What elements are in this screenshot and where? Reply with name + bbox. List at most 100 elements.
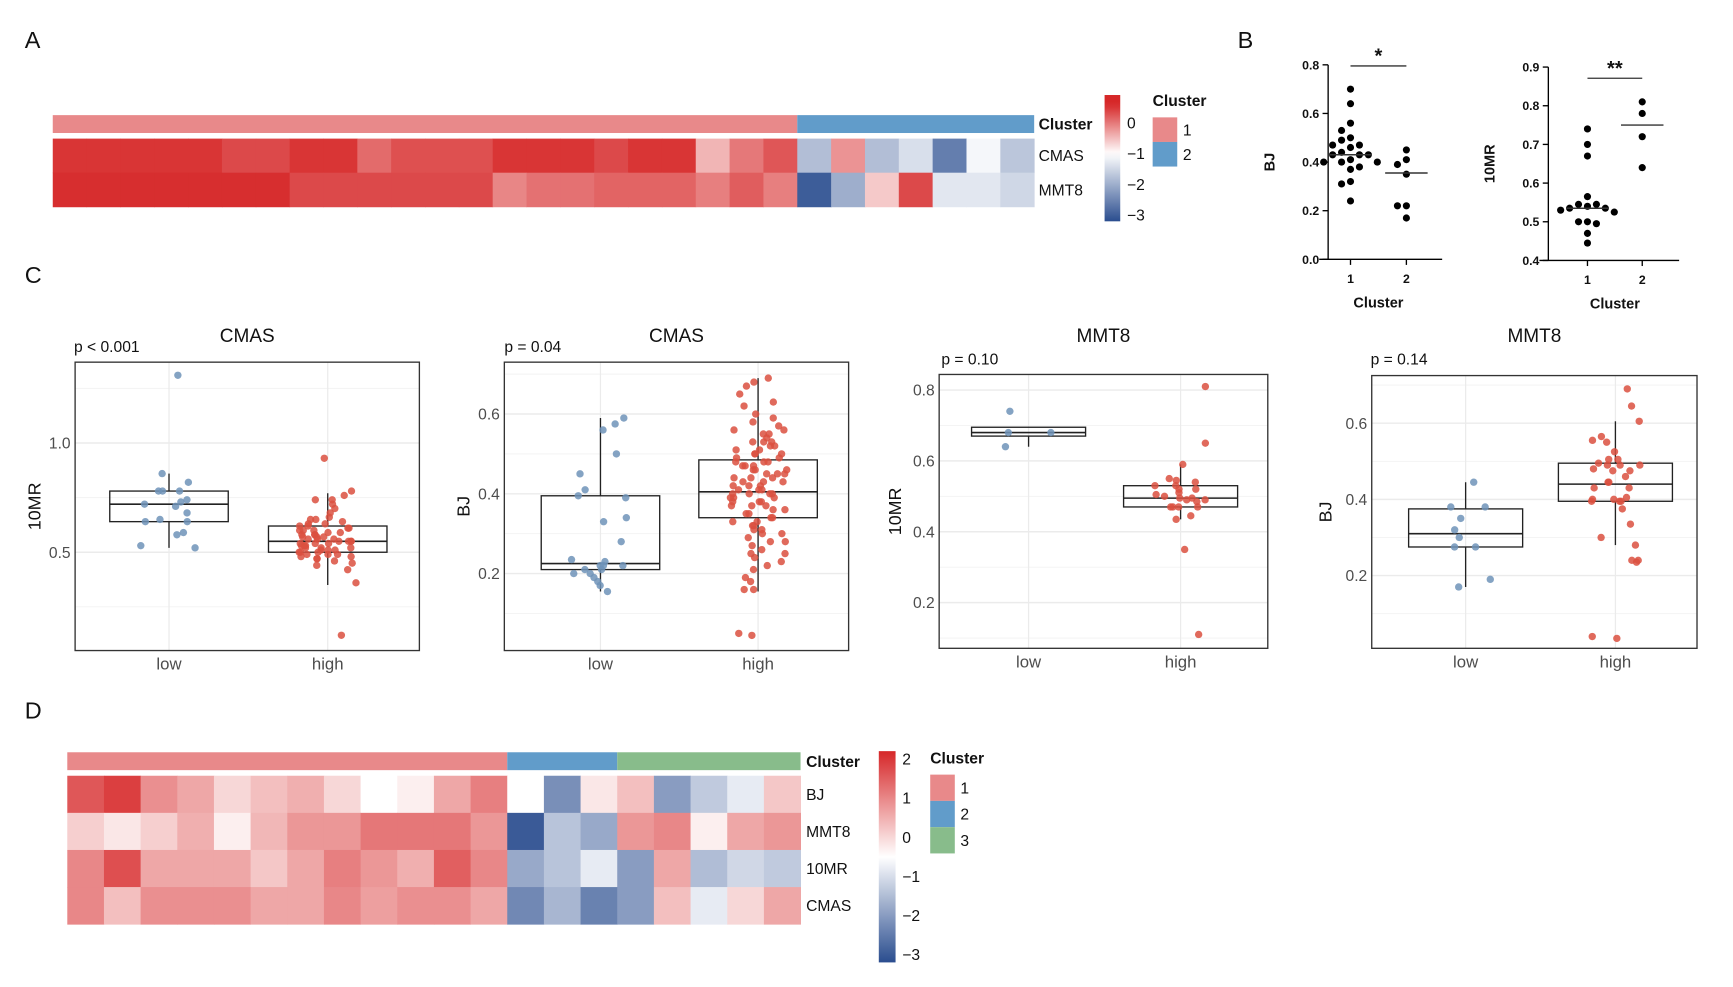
- row-label: BJ: [806, 787, 824, 804]
- data-point: [770, 442, 779, 450]
- p-value-label: p = 0.14: [1371, 351, 1428, 368]
- data-point: [745, 482, 753, 490]
- significance-stars: **: [1607, 58, 1623, 80]
- y-tick-label: 0.4: [1522, 254, 1539, 268]
- data-point: [1346, 177, 1355, 186]
- data-point: [617, 537, 625, 546]
- heatmap-cell: [898, 172, 934, 208]
- heatmap-cell: [470, 812, 508, 851]
- data-point: [1631, 541, 1640, 549]
- data-point: [1346, 197, 1355, 205]
- plot-title: MMT8: [1077, 326, 1131, 347]
- data-point: [347, 544, 355, 552]
- heatmap-cell: [470, 849, 508, 888]
- heatmap-cell: [470, 775, 508, 814]
- data-point: [1450, 526, 1459, 534]
- heatmap-cell: [617, 849, 655, 888]
- data-point: [347, 537, 355, 545]
- heatmap-cell: [67, 887, 105, 925]
- colorbar-tick-label: 0: [902, 830, 911, 847]
- heatmap-cell: [507, 775, 545, 814]
- legend-swatch-3: [930, 827, 955, 854]
- data-point: [1638, 98, 1646, 106]
- heatmap-cell: [695, 172, 731, 208]
- y-tick-label: 0.2: [1302, 204, 1319, 218]
- heatmap-cell: [213, 849, 252, 888]
- legend-label: 1: [960, 780, 969, 797]
- data-point: [1152, 490, 1160, 499]
- heatmap-cell: [661, 172, 697, 208]
- plot-title: CMAS: [649, 326, 704, 347]
- heatmap-cell: [67, 775, 105, 814]
- heatmap-cell: [140, 775, 178, 814]
- heatmap-cell: [52, 138, 88, 174]
- heatmap-cell: [433, 849, 472, 888]
- p-value-label: p < 0.001: [74, 339, 140, 356]
- data-point: [1470, 478, 1478, 486]
- colorbar-tick-label: −1: [902, 869, 920, 886]
- p-value-label: p = 0.10: [941, 351, 998, 368]
- data-point: [1613, 634, 1621, 643]
- data-point: [751, 450, 759, 458]
- data-point: [338, 517, 347, 526]
- data-point: [742, 382, 751, 390]
- heatmap-cell: [507, 812, 545, 851]
- row-label: CMAS: [806, 898, 851, 915]
- heatmap-cell: [425, 138, 460, 174]
- data-point: [324, 539, 333, 548]
- data-point: [781, 506, 789, 514]
- heatmap-cell: [289, 138, 324, 174]
- y-tick-label: 0.4: [913, 524, 935, 541]
- data-point: [1627, 402, 1636, 410]
- heatmap-cell: [543, 849, 582, 888]
- heatmap-cell: [177, 775, 215, 814]
- data-point: [1447, 503, 1455, 511]
- panel-label-c: C: [25, 262, 42, 288]
- data-point: [749, 438, 757, 446]
- heatmap-cell: [67, 812, 105, 851]
- heatmap-cell: [323, 138, 358, 174]
- data-point: [1174, 503, 1183, 511]
- data-point: [333, 550, 342, 559]
- heatmap-cell: [729, 138, 764, 174]
- data-point: [1329, 141, 1337, 149]
- data-point: [620, 414, 628, 422]
- heatmap-cell: [140, 849, 178, 888]
- heatmap-cell: [289, 172, 324, 208]
- heatmap-cell: [526, 172, 561, 208]
- data-point: [769, 398, 778, 406]
- data-point: [750, 526, 758, 534]
- heatmap-cell: [653, 812, 692, 851]
- plot-background: [504, 362, 849, 651]
- data-point: [748, 541, 756, 550]
- data-point: [749, 565, 758, 574]
- heatmap-cell: [357, 138, 392, 174]
- heatmap-cell: [67, 849, 105, 888]
- dotplot-b-10mr: 0.4 0.5 0.6 0.7 0.8 0.9 1 2 Cluster 10MR **: [1483, 58, 1680, 313]
- data-point: [745, 510, 753, 518]
- data-point: [1622, 493, 1631, 502]
- y-tick-label: 0.4: [1346, 492, 1368, 509]
- data-point: [352, 579, 360, 587]
- data-point: [1609, 467, 1617, 475]
- x-tick-label: 2: [1403, 272, 1410, 286]
- plot-background: [1371, 375, 1698, 649]
- data-point: [611, 420, 619, 428]
- plot-background: [75, 362, 420, 651]
- data-point: [769, 414, 777, 422]
- data-point: [297, 552, 305, 561]
- data-point: [1194, 503, 1202, 511]
- heatmap-cell: [690, 887, 728, 925]
- y-tick-label: 0.2: [1346, 568, 1368, 585]
- data-point: [1616, 461, 1624, 469]
- data-point: [622, 494, 630, 502]
- heatmap-cell: [1000, 172, 1035, 208]
- annotation-label: Cluster: [1039, 117, 1093, 134]
- y-axis-title: BJ: [1262, 153, 1278, 172]
- heatmap-cell: [360, 812, 398, 851]
- data-point: [1592, 220, 1600, 228]
- data-point: [603, 587, 612, 596]
- data-point: [748, 502, 756, 510]
- heatmap-cell: [140, 887, 178, 925]
- data-point: [1588, 632, 1596, 641]
